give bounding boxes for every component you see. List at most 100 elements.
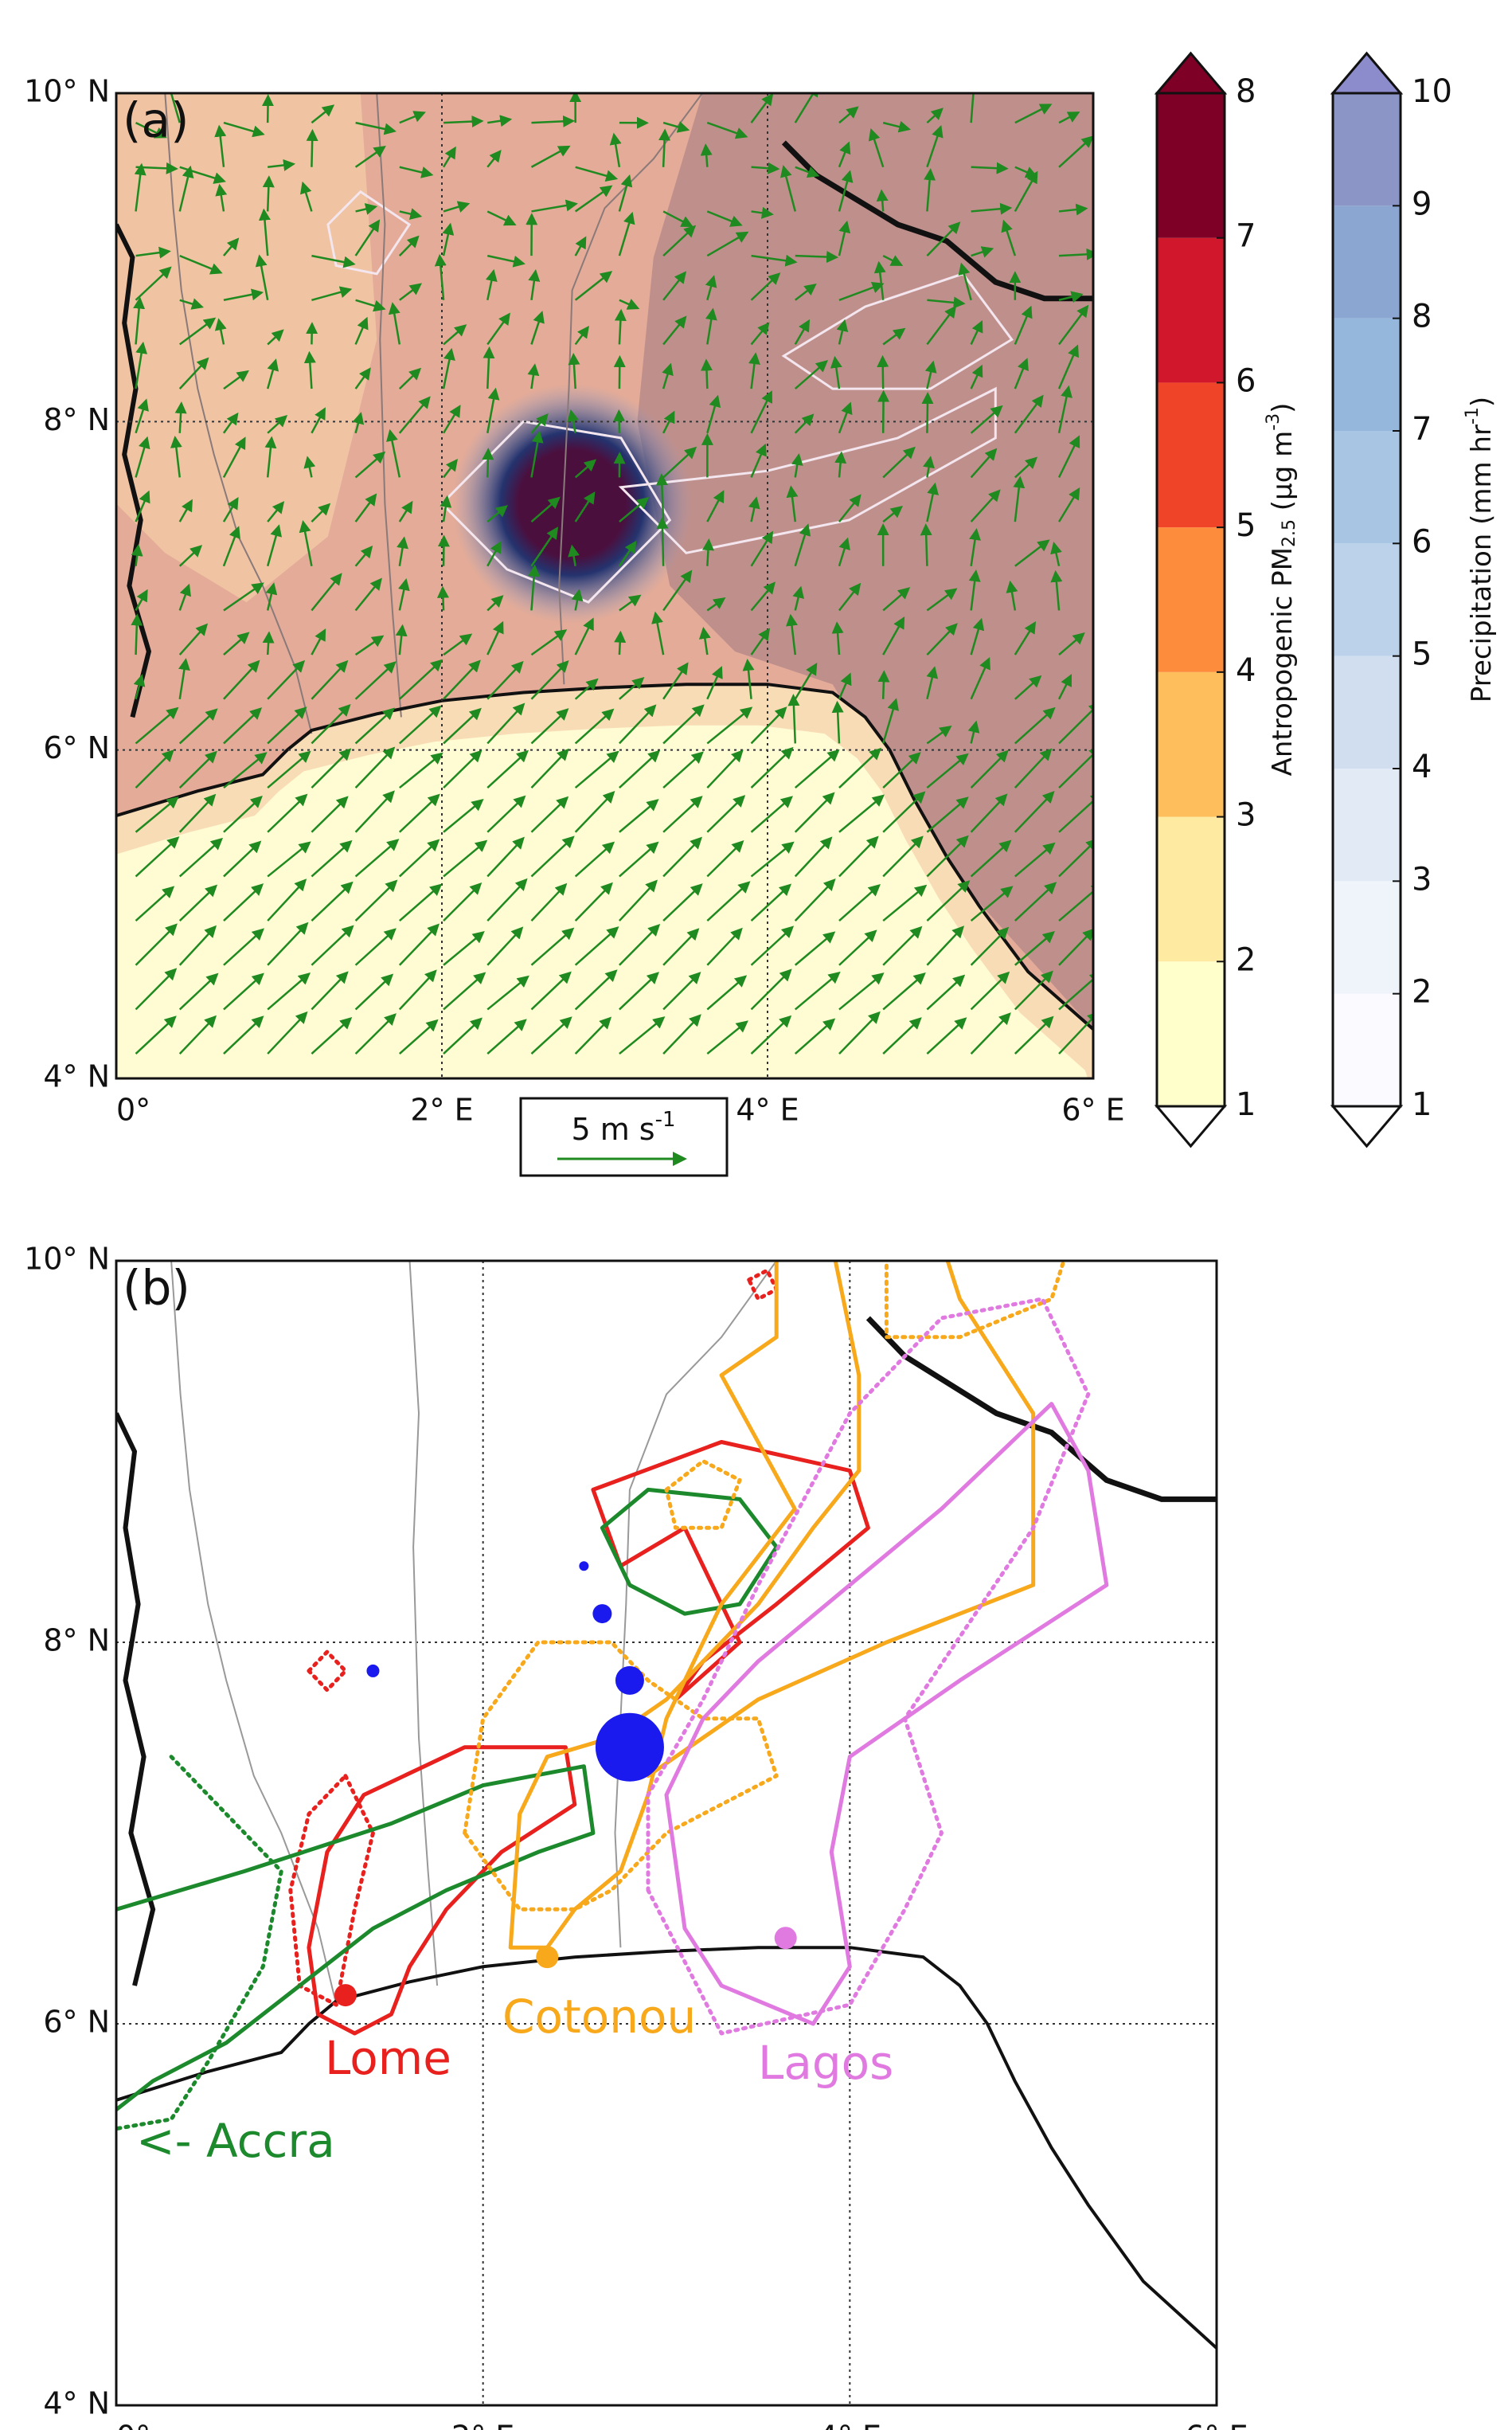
- wind-arrow: [619, 799, 659, 833]
- wind-arrow: [442, 347, 455, 389]
- wind-arrow: [794, 878, 836, 922]
- wind-arrow: [574, 969, 618, 1011]
- wind-arrow: [135, 436, 150, 478]
- border: [558, 93, 704, 685]
- wind-arrow: [662, 704, 705, 745]
- wind-arrow: [486, 749, 529, 789]
- wind-arrow: [794, 523, 811, 567]
- wind-arrow: [786, 485, 799, 522]
- panel-a-map: [116, 93, 1093, 1078]
- label-text: Antropogenic PM: [1267, 547, 1299, 776]
- wind-arrow: [838, 106, 859, 124]
- wind-arrow: [706, 840, 744, 878]
- wind-arrow: [398, 500, 413, 522]
- label-exponent: -1: [1463, 407, 1483, 425]
- wind-arrow: [399, 283, 422, 301]
- wind-arrow: [567, 409, 580, 434]
- wind-arrow: [354, 879, 398, 922]
- city-label: Lagos: [758, 2036, 893, 2090]
- wind-arrow: [750, 443, 767, 478]
- colorbar-tick-label: 3: [1236, 797, 1256, 834]
- wind-arrow: [135, 341, 148, 389]
- wind-arrow: [926, 974, 966, 1011]
- wind-arrow: [926, 753, 969, 789]
- wind-arrow: [135, 121, 167, 139]
- wind-arrow: [1058, 882, 1093, 922]
- colorbar-label: Antropogenic PM2.5 (μg m-3): [1264, 403, 1299, 777]
- wind-arrow: [354, 316, 369, 345]
- wind-arrow: [311, 796, 349, 833]
- wind-arrow: [178, 1015, 217, 1055]
- wind-arrow: [618, 211, 635, 256]
- colorbar-tick-label: 4: [1236, 652, 1256, 689]
- wind-arrow: [267, 414, 288, 434]
- border: [164, 93, 313, 734]
- wind-arrow: [706, 597, 726, 612]
- wind-arrow: [530, 311, 545, 345]
- wind-arrow: [170, 436, 182, 478]
- wind-arrow: [178, 972, 219, 1011]
- coastline: [116, 1946, 1217, 2350]
- wind-arrow: [882, 120, 911, 133]
- x-tick-label: 6° E: [1185, 2420, 1248, 2430]
- wind-arrow: [486, 210, 517, 226]
- wind-arrow: [619, 497, 650, 523]
- wind-arrow: [877, 670, 890, 699]
- wind-arrow: [267, 878, 307, 922]
- wind-arrow: [262, 175, 275, 212]
- wind-arrow: [1058, 291, 1084, 303]
- wind-arrow: [223, 288, 264, 301]
- contour: [591, 1440, 870, 1702]
- wind-arrow: [838, 794, 885, 833]
- wind-arrow: [568, 352, 580, 389]
- wind-arrow: [258, 208, 271, 256]
- wind-arrow: [662, 315, 687, 346]
- wind-arrow: [354, 367, 371, 389]
- wind-arrow: [135, 490, 150, 522]
- wind-arrow: [398, 923, 440, 966]
- wind-arrow: [877, 354, 889, 389]
- x-tick-label: 4° E: [736, 1093, 799, 1128]
- wind-arrow: [178, 708, 218, 745]
- wind-arrow: [619, 749, 661, 789]
- wind-key-label: 5 m s-1: [571, 1108, 675, 1147]
- wind-arrow: [223, 795, 263, 833]
- wind-arrow: [531, 115, 576, 127]
- wind-arrow: [970, 656, 990, 700]
- source-dot: [592, 1604, 612, 1624]
- wind-arrow: [706, 706, 753, 745]
- wind-arrow: [1058, 203, 1088, 216]
- wind-arrow: [223, 237, 240, 256]
- label-text: Precipitation (mm hr: [1466, 425, 1498, 702]
- panel-a-frame: [115, 92, 1095, 1080]
- wind-arrow: [399, 208, 423, 220]
- wind-arrow: [486, 660, 524, 700]
- wind-arrow: [1057, 487, 1080, 522]
- wind-arrow: [787, 694, 800, 744]
- wind-arrow: [178, 884, 218, 922]
- wind-arrow: [662, 569, 693, 612]
- wind-arrow: [662, 446, 697, 479]
- wind-arrow: [530, 526, 559, 567]
- wind-arrow: [1001, 219, 1017, 256]
- wind-arrow: [486, 254, 525, 268]
- wind-arrow: [706, 749, 744, 788]
- wind-arrow: [838, 170, 854, 212]
- wind-arrow: [882, 925, 923, 966]
- city-label: <- Accra: [136, 2114, 335, 2168]
- colorbar-bin: [1333, 881, 1401, 994]
- wind-arrow: [926, 588, 958, 612]
- colorbar-tick-label: 10: [1412, 73, 1452, 110]
- annotations: Lome Cotonou Lagos <- Accra (a) 0° 2° E 4° E 6° …: [24, 51, 1498, 2430]
- x-tick-label: 6° E: [1061, 1093, 1124, 1128]
- x-tick-label: 2° E: [410, 1093, 473, 1128]
- wind-arrow: [135, 398, 149, 434]
- wind-arrow: [530, 145, 571, 168]
- y-tick-label: 8° N: [43, 402, 110, 437]
- wind-arrow: [528, 564, 541, 611]
- wind-arrow: [971, 162, 1009, 174]
- wind-arrow: [264, 436, 277, 478]
- wind-arrow: [354, 707, 395, 745]
- y-tick-label: 6° N: [43, 730, 110, 765]
